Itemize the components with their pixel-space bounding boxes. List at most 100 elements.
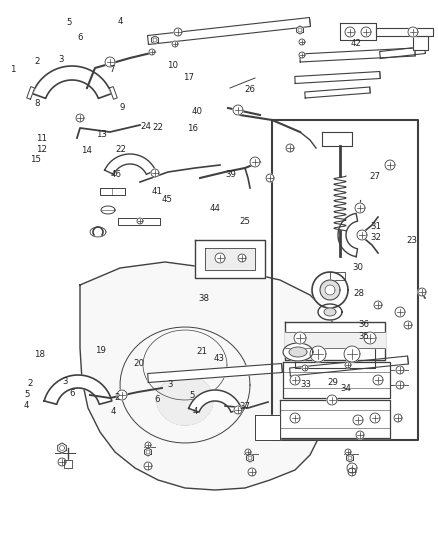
Polygon shape [27, 87, 35, 99]
Polygon shape [299, 39, 305, 45]
Text: 4: 4 [24, 401, 29, 409]
Polygon shape [340, 23, 376, 40]
Text: 37: 37 [239, 402, 250, 410]
Text: 5: 5 [189, 391, 194, 400]
Polygon shape [357, 230, 367, 240]
Text: 36: 36 [358, 320, 369, 328]
Text: 15: 15 [29, 156, 41, 164]
Text: 1: 1 [11, 65, 16, 74]
Polygon shape [117, 390, 127, 400]
Polygon shape [118, 218, 160, 225]
Polygon shape [330, 272, 345, 280]
Text: 41: 41 [151, 188, 162, 196]
Polygon shape [233, 105, 243, 115]
Polygon shape [396, 381, 404, 389]
Polygon shape [174, 28, 182, 36]
Text: 27: 27 [369, 173, 380, 181]
Polygon shape [361, 27, 371, 37]
Polygon shape [396, 366, 404, 374]
Text: 7: 7 [109, 65, 114, 74]
Polygon shape [394, 414, 402, 422]
Polygon shape [344, 346, 360, 362]
Text: 32: 32 [370, 233, 381, 241]
Polygon shape [327, 395, 337, 405]
Polygon shape [300, 48, 415, 62]
Polygon shape [345, 27, 355, 37]
Text: 6: 6 [70, 389, 75, 398]
Text: 30: 30 [353, 263, 364, 272]
Polygon shape [299, 52, 305, 58]
Polygon shape [145, 448, 152, 456]
Polygon shape [347, 463, 357, 473]
Polygon shape [305, 87, 370, 98]
Polygon shape [148, 364, 283, 383]
Polygon shape [148, 18, 311, 44]
Polygon shape [248, 468, 256, 476]
Polygon shape [302, 365, 308, 371]
Polygon shape [338, 213, 357, 257]
Polygon shape [312, 272, 348, 308]
Polygon shape [322, 132, 352, 146]
Polygon shape [255, 415, 280, 440]
Text: 20: 20 [134, 359, 145, 368]
Polygon shape [355, 203, 365, 213]
Text: 2: 2 [35, 57, 40, 66]
Polygon shape [285, 322, 385, 360]
Text: 21: 21 [196, 348, 207, 356]
Polygon shape [310, 346, 326, 362]
Text: 14: 14 [81, 146, 92, 155]
Polygon shape [149, 49, 155, 55]
Polygon shape [290, 375, 300, 385]
Polygon shape [318, 304, 342, 320]
Text: 42: 42 [350, 39, 361, 48]
Polygon shape [101, 206, 115, 214]
Text: 17: 17 [183, 73, 194, 82]
Polygon shape [250, 157, 260, 167]
Polygon shape [408, 27, 418, 37]
Polygon shape [295, 71, 380, 84]
Polygon shape [353, 415, 363, 425]
Polygon shape [290, 413, 300, 423]
Polygon shape [280, 400, 390, 438]
Text: 3: 3 [62, 377, 67, 385]
Text: 3: 3 [167, 381, 173, 389]
Polygon shape [80, 262, 338, 490]
Text: 6: 6 [154, 395, 159, 404]
Polygon shape [58, 443, 66, 453]
Text: 44: 44 [209, 205, 220, 213]
Polygon shape [325, 285, 335, 295]
Polygon shape [105, 154, 155, 174]
Polygon shape [286, 144, 294, 152]
Text: 22: 22 [152, 124, 163, 132]
Polygon shape [245, 449, 251, 455]
Text: 23: 23 [406, 237, 417, 245]
Text: 28: 28 [353, 289, 365, 297]
Text: 11: 11 [36, 134, 47, 143]
Polygon shape [345, 362, 351, 368]
Polygon shape [356, 431, 364, 439]
Polygon shape [290, 356, 408, 376]
Text: 45: 45 [162, 196, 173, 204]
Text: 26: 26 [244, 85, 255, 94]
Text: 13: 13 [96, 130, 107, 139]
Polygon shape [32, 66, 111, 99]
Polygon shape [380, 46, 425, 59]
Text: 43: 43 [213, 354, 225, 362]
Polygon shape [172, 41, 178, 47]
Text: 22: 22 [115, 145, 126, 154]
Polygon shape [294, 332, 306, 344]
Text: 19: 19 [95, 346, 106, 355]
Text: 12: 12 [36, 145, 47, 154]
Polygon shape [346, 454, 353, 462]
Polygon shape [195, 240, 265, 278]
Polygon shape [285, 332, 385, 348]
Polygon shape [376, 28, 433, 36]
Polygon shape [345, 449, 351, 455]
Polygon shape [324, 308, 336, 316]
Polygon shape [44, 375, 112, 405]
Text: 46: 46 [110, 171, 122, 179]
Text: 2: 2 [27, 379, 32, 388]
Polygon shape [374, 301, 382, 309]
Text: 5: 5 [67, 18, 72, 27]
Polygon shape [215, 253, 225, 263]
